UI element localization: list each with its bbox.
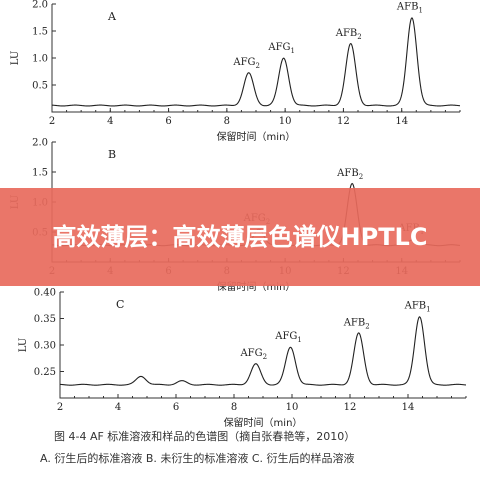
panel-label: C xyxy=(116,298,124,311)
chart-panel-a: 0.5 1.0 1.5 2.0 2 4 6 8 10 12 14 LU 保留时间（min） A AFG2 AF… xyxy=(10,0,461,143)
y-tick-label: 0.40 xyxy=(34,288,56,299)
x-tick-label: 6 xyxy=(165,116,171,127)
x-tick-label: 6 xyxy=(173,402,179,413)
x-tick-label: 10 xyxy=(279,116,292,127)
peak-label-afb1: AFB1 xyxy=(404,300,431,313)
peak-label-afg2: AFG2 xyxy=(232,57,260,70)
x-tick-label: 2 xyxy=(57,402,63,413)
y-tick-label: 1.5 xyxy=(32,27,48,38)
panel-label: A xyxy=(107,10,117,23)
y-axis-label: LU xyxy=(10,51,21,66)
y-tick-label: 0.5 xyxy=(32,81,48,92)
x-tick-label: 12 xyxy=(344,402,357,413)
y-tick-label: 2.0 xyxy=(32,0,48,11)
figure-caption: 图 4-4 AF 标准溶液和样品的色谱图（摘自张春艳等，2010） xyxy=(54,429,355,443)
peak-label-afg1: AFG1 xyxy=(274,331,302,344)
x-tick-label: 14 xyxy=(402,402,415,413)
chromatogram-trace xyxy=(51,17,461,107)
x-tick-label: 14 xyxy=(395,116,408,127)
chart-panel-c: 0.25 0.30 0.35 0.40 2 4 6 8 10 12 14 LU 保留时间（min） C AF… xyxy=(18,288,467,429)
x-tick-label: 8 xyxy=(231,402,237,413)
figure-subcaption: A. 衍生后的标准溶液 B. 未衍生的标准溶液 C. 衍生后的样品溶液 xyxy=(40,451,355,465)
y-axis-label: LU xyxy=(18,338,29,353)
peak-label-afg2: AFG2 xyxy=(239,348,267,361)
peak-label-afb2: AFB2 xyxy=(343,317,370,330)
panel-label: B xyxy=(108,148,116,161)
y-tick-label: 2.0 xyxy=(32,138,48,149)
y-tick-label: 0.30 xyxy=(34,341,56,352)
x-axis-label: 保留时间（min） xyxy=(217,130,296,143)
y-tick-label: 1.5 xyxy=(32,168,48,179)
title-banner: 高效薄层：高效薄层色谱仪HPTLC xyxy=(0,188,480,286)
x-axis-label: 保留时间（min） xyxy=(224,416,303,429)
x-tick-label: 4 xyxy=(115,402,121,413)
x-tick-label: 12 xyxy=(337,116,350,127)
peak-label-afb2: AFB2 xyxy=(336,168,363,181)
chromatogram-trace xyxy=(59,316,467,386)
x-tick-label: 4 xyxy=(107,116,113,127)
banner-title: 高效薄层：高效薄层色谱仪HPTLC xyxy=(52,223,428,251)
y-tick-label: 0.25 xyxy=(34,367,56,378)
peak-label-afb1: AFB1 xyxy=(396,2,423,15)
peak-label-afg1: AFG1 xyxy=(267,42,295,55)
y-tick-label: 0.35 xyxy=(34,314,56,325)
x-tick-label: 10 xyxy=(286,402,299,413)
y-tick-label: 1.0 xyxy=(32,54,48,65)
peak-label-afb2: AFB2 xyxy=(335,28,362,41)
x-tick-label: 2 xyxy=(49,116,55,127)
x-tick-label: 8 xyxy=(224,116,230,127)
